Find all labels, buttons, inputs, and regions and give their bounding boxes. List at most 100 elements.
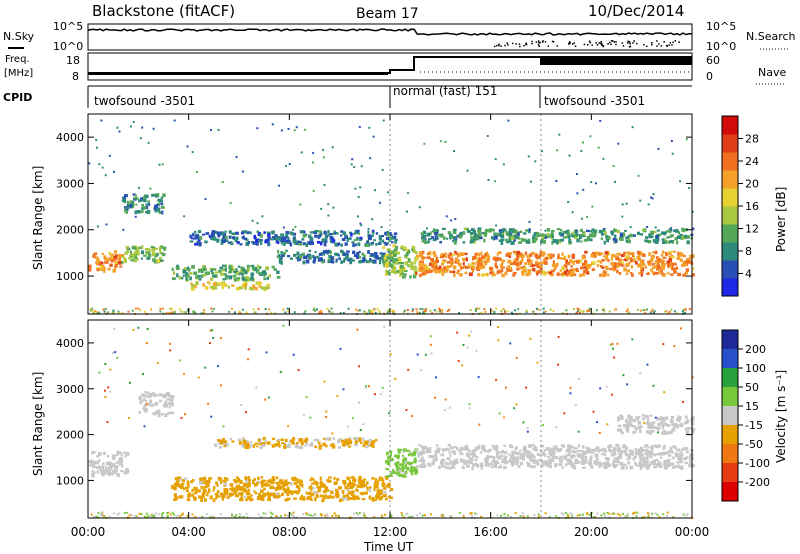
data-cell [689, 455, 693, 459]
data-cell [661, 417, 666, 422]
data-cell [440, 463, 443, 468]
data-cell [181, 479, 186, 483]
data-cell [105, 468, 110, 473]
data-cell [384, 263, 389, 267]
data-cell [89, 308, 92, 311]
data-cell [214, 496, 218, 500]
data-cell [197, 230, 202, 233]
data-cell [323, 230, 327, 234]
data-cell [396, 251, 400, 255]
data-cell [148, 253, 152, 258]
noise-search-point [525, 43, 528, 46]
data-cell [516, 460, 520, 464]
data-cell [223, 489, 228, 493]
data-cell [656, 264, 661, 267]
data-cell [391, 258, 396, 261]
y-tick-label: 2000 [56, 224, 84, 237]
data-cell [432, 238, 437, 242]
data-cell [655, 237, 660, 242]
data-cell [135, 203, 138, 206]
data-cell [421, 235, 424, 240]
data-cell [172, 271, 176, 275]
data-cell [653, 311, 655, 314]
data-cell [593, 448, 597, 452]
data-cell [612, 165, 615, 167]
data-cell [495, 450, 499, 454]
noise-search-point [671, 44, 673, 46]
data-cell [323, 490, 327, 494]
data-cell [348, 482, 353, 486]
data-cell [150, 308, 152, 311]
data-cell [247, 484, 251, 488]
data-cell [403, 309, 406, 312]
data-cell [224, 276, 228, 280]
data-cell [291, 513, 294, 516]
data-cell [387, 261, 391, 265]
data-cell [410, 515, 413, 518]
data-cell [582, 455, 585, 458]
data-cell [222, 480, 227, 483]
data-cell [203, 309, 206, 312]
data-cell [222, 495, 226, 499]
data-cell [242, 482, 246, 487]
noise-search-point [596, 44, 599, 46]
data-cell [271, 230, 275, 234]
data-cell [576, 514, 579, 517]
data-cell [528, 261, 531, 266]
data-cell [486, 455, 490, 459]
data-cell [421, 250, 425, 254]
data-cell [299, 496, 304, 501]
cpid-segment-2: normal (fast) 151 [393, 84, 497, 98]
data-cell [88, 264, 92, 268]
data-cell [594, 516, 597, 519]
data-cell [647, 203, 650, 206]
data-cell [156, 252, 159, 256]
data-cell [249, 265, 253, 268]
data-cell [250, 444, 253, 448]
data-cell [260, 481, 265, 485]
data-cell [367, 260, 371, 263]
data-cell [109, 464, 113, 469]
data-cell [232, 268, 236, 271]
data-cell [580, 149, 583, 152]
data-cell [629, 418, 632, 423]
data-cell [179, 515, 181, 518]
data-cell [124, 251, 128, 255]
data-cell [213, 486, 216, 490]
data-cell [658, 465, 663, 468]
data-cell [346, 476, 350, 481]
data-cell [221, 232, 225, 236]
noise-search-point [598, 42, 600, 44]
data-cell [116, 473, 120, 478]
data-cell [418, 260, 421, 263]
data-cell [362, 437, 365, 441]
data-cell [266, 276, 269, 280]
data-cell [623, 463, 627, 467]
data-cell [477, 227, 482, 230]
data-cell [218, 445, 223, 449]
noise-search-point [537, 43, 540, 46]
data-cell [481, 266, 484, 270]
data-cell [478, 229, 482, 233]
data-cell [151, 252, 156, 257]
data-cell [395, 464, 399, 467]
data-cell [647, 446, 650, 449]
data-cell [496, 455, 500, 459]
data-cell [610, 257, 614, 261]
data-cell [222, 438, 225, 442]
data-cell [342, 490, 345, 495]
data-cell [357, 196, 360, 198]
data-cell [235, 480, 238, 484]
noise-right-tick-top: 10^5 [706, 20, 736, 33]
noise-search-point [504, 44, 506, 47]
data-cell [355, 308, 357, 311]
data-cell [611, 511, 614, 514]
data-cell [379, 257, 381, 262]
data-cell [481, 232, 484, 235]
data-cell [566, 514, 569, 517]
data-cell [315, 483, 319, 486]
data-cell [575, 311, 578, 314]
data-cell [250, 498, 254, 501]
